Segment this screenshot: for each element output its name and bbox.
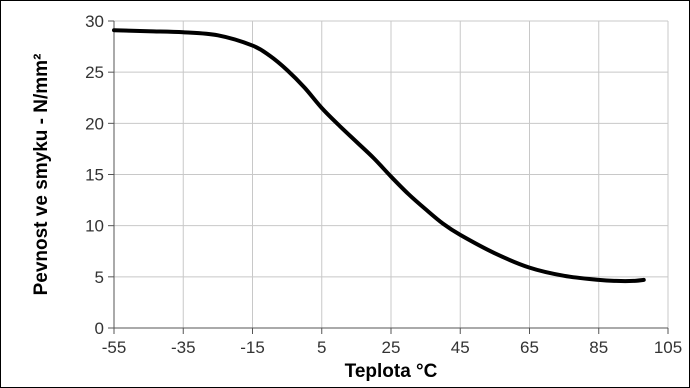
series-line xyxy=(112,28,646,284)
y-tick-label: 25 xyxy=(85,63,104,82)
x-tick-label: 65 xyxy=(520,338,539,357)
x-tick-label: -35 xyxy=(171,338,196,357)
y-tick-label: 15 xyxy=(85,166,104,185)
y-tick-label: 5 xyxy=(95,268,104,287)
tick-labels: 0 5 10 15 20 25 30 -55 -35 -15 5 25 45 65 85 105 xyxy=(85,12,682,357)
y-tick-label: 30 xyxy=(85,12,104,31)
y-tick-label: 0 xyxy=(95,319,104,338)
x-tick-label: -55 xyxy=(102,338,127,357)
x-tick-label: 5 xyxy=(317,338,326,357)
y-axis-title: Pevnost ve smyku - N/mm² xyxy=(31,54,52,296)
series-layer xyxy=(112,28,646,284)
x-tick-label: 105 xyxy=(654,338,682,357)
axes xyxy=(108,20,669,334)
y-tick-label: 10 xyxy=(85,217,104,236)
y-tick-label: 20 xyxy=(85,114,104,133)
x-tick-label: 45 xyxy=(451,338,470,357)
x-axis-title: Teplota °C xyxy=(345,361,438,382)
x-tick-label: 85 xyxy=(589,338,608,357)
grid xyxy=(113,20,669,329)
x-tick-label: 25 xyxy=(382,338,401,357)
x-tick-label: -15 xyxy=(240,338,265,357)
